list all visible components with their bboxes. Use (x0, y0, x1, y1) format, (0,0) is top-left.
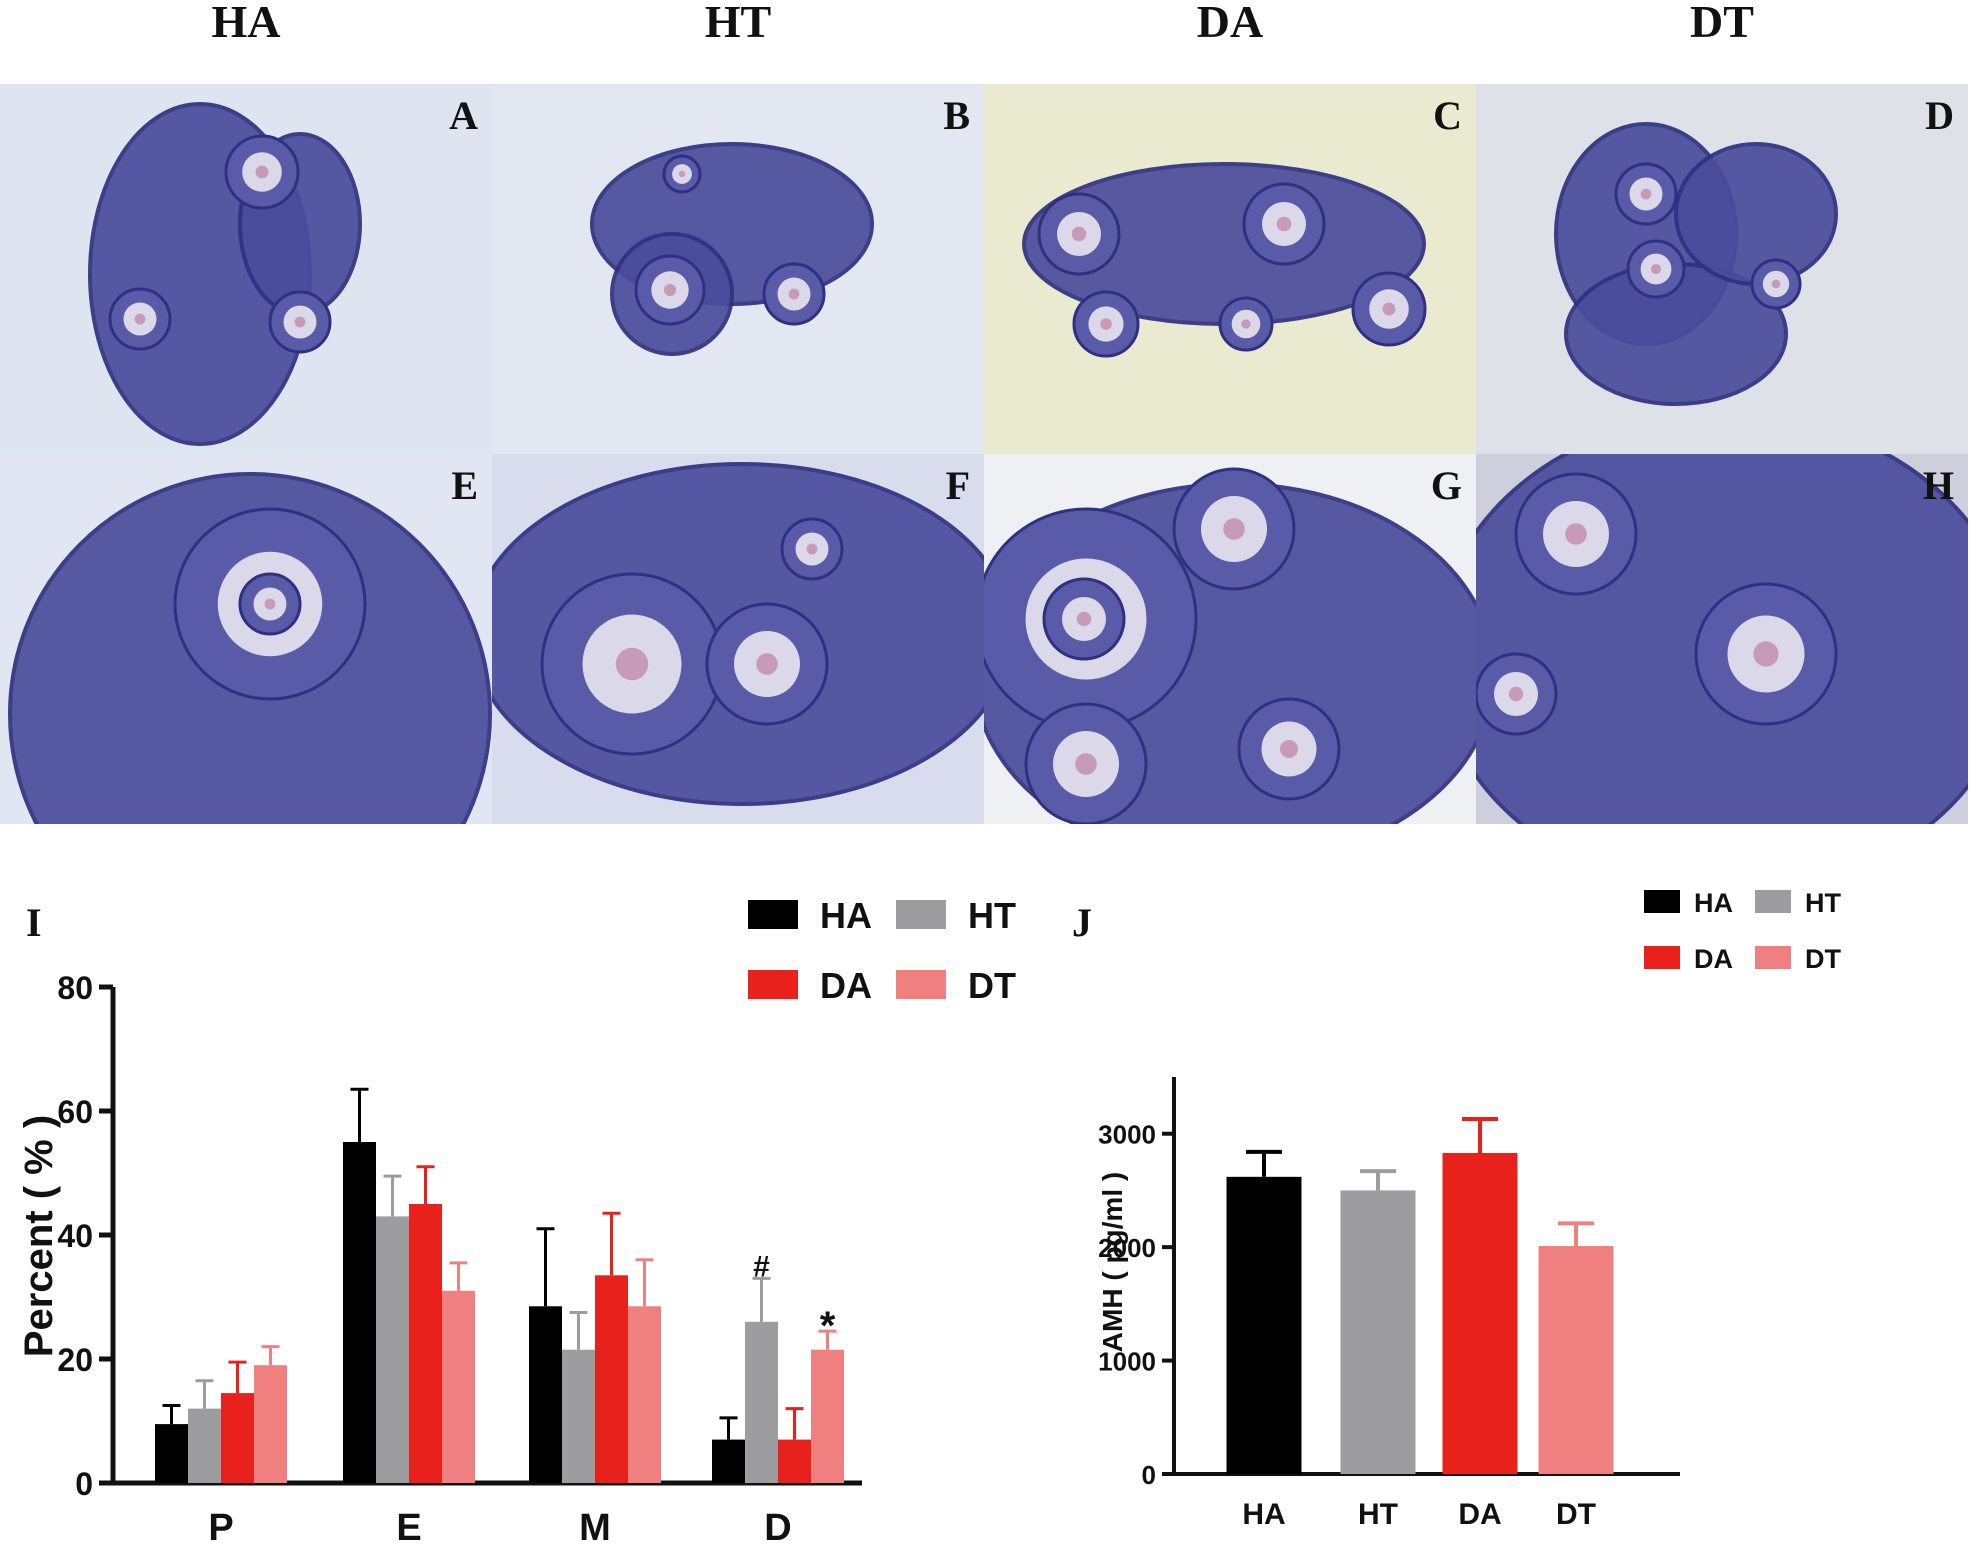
x-tick-label: E (396, 1507, 421, 1544)
y-tick-label: 1000 (1098, 1347, 1156, 1377)
y-tick-label: 0 (75, 1466, 93, 1502)
legend-label-da: DA (1694, 944, 1733, 974)
micrograph-panel-f: F (492, 454, 984, 824)
micrograph-panel-d: D (1476, 84, 1968, 454)
x-tick-label: DT (1556, 1498, 1596, 1531)
panel-letter: D (1925, 93, 1954, 138)
legend-swatch-da (748, 970, 798, 999)
panel-letter: C (1433, 93, 1462, 138)
bar-ht-m (562, 1349, 595, 1483)
micrograph-image (984, 84, 1476, 454)
panel-letter: E (451, 463, 478, 508)
panel-letter: H (1922, 463, 1954, 508)
bar-ht (1340, 1190, 1416, 1474)
bar-ht-e (376, 1216, 409, 1483)
panel-letter: F (945, 463, 970, 508)
micrograph-image (492, 454, 984, 824)
legend-label-ha: HA (1694, 888, 1733, 918)
micrograph-panel-g: G (984, 454, 1476, 824)
bar-ha-d (712, 1439, 745, 1483)
x-tick-label: HT (1358, 1498, 1398, 1531)
y-tick-label: 2000 (1098, 1233, 1156, 1263)
panel-letter-j: J (1072, 900, 1092, 945)
legend-label-ha: HA (820, 895, 872, 936)
panel-letter: G (1430, 463, 1462, 508)
micrograph-image (492, 84, 984, 454)
bar-dt-d (811, 1349, 844, 1483)
panel-letter: B (943, 93, 970, 138)
bar-da-d (778, 1439, 811, 1483)
legend-swatch-ht (896, 900, 946, 929)
micrograph-panel-b: B (492, 84, 984, 454)
x-tick-label: D (764, 1507, 791, 1544)
panel-letter-i: I (26, 900, 42, 945)
column-header-ha: HA (211, 0, 281, 47)
legend-label-da: DA (820, 965, 872, 1006)
bar-ht-p (188, 1408, 221, 1483)
legend-label-dt: DT (1805, 944, 1841, 974)
bar-da-e (409, 1204, 442, 1483)
x-tick-label: HA (1242, 1498, 1285, 1531)
bar-dt (1538, 1246, 1614, 1474)
bar-da (1442, 1152, 1518, 1474)
legend-swatch-da (1644, 946, 1680, 969)
bar-dt-p (254, 1365, 287, 1483)
legend-label-ht: HT (968, 895, 1016, 936)
legend-swatch-dt (1755, 946, 1791, 969)
bar-dt-m (628, 1306, 661, 1483)
micrograph-panel-e: E (0, 454, 492, 824)
micrograph-image (0, 454, 492, 824)
panel-letter: A (449, 93, 478, 138)
legend-swatch-ha (748, 900, 798, 929)
bar-dt-e (442, 1290, 475, 1483)
legend-label-dt: DT (968, 965, 1016, 1006)
column-header-ht: HT (704, 0, 772, 47)
x-tick-label: DA (1458, 1498, 1501, 1531)
column-header-da: DA (1196, 0, 1264, 47)
y-tick-label: 40 (57, 1218, 93, 1254)
bar-ht-d (745, 1321, 778, 1483)
legend-swatch-ha (1644, 890, 1680, 913)
micrograph-image (1476, 84, 1968, 454)
micrograph-panel-h: H (1476, 454, 1968, 824)
bar-da-p (221, 1393, 254, 1483)
y-tick-label: 3000 (1098, 1120, 1156, 1150)
significance-mark: * (820, 1304, 836, 1348)
chart-i: I 0 20 40 60 80 Percent ( % ) P E M D # * HA HT DA DT (17, 895, 1016, 1544)
bar-ha-p (155, 1424, 188, 1483)
significance-mark: # (753, 1250, 770, 1283)
legend-swatch-dt (896, 970, 946, 999)
bar-ha-e (343, 1142, 376, 1483)
micrograph-panel-c: C (984, 84, 1476, 454)
bar-da-m (595, 1275, 628, 1483)
column-header-dt: DT (1690, 0, 1754, 47)
bar-ha-m (529, 1306, 562, 1483)
micrograph-panel-a: A (0, 84, 492, 454)
x-tick-label: M (579, 1507, 611, 1544)
y-tick-label: 20 (57, 1342, 93, 1378)
legend-swatch-ht (1755, 890, 1791, 913)
micrograph-image (984, 454, 1476, 824)
y-axis-label: Percent ( % ) (17, 1115, 61, 1357)
y-tick-label: 0 (1142, 1460, 1156, 1490)
bar-ha (1226, 1176, 1302, 1474)
y-tick-label: 80 (57, 970, 93, 1006)
micrograph-image (1476, 454, 1968, 824)
legend-label-ht: HT (1805, 888, 1841, 918)
y-axis-label: AMH ( pg/ml ) (1097, 1172, 1128, 1352)
x-tick-label: P (208, 1507, 233, 1544)
micrograph-image (0, 84, 492, 454)
y-tick-label: 60 (57, 1094, 93, 1130)
